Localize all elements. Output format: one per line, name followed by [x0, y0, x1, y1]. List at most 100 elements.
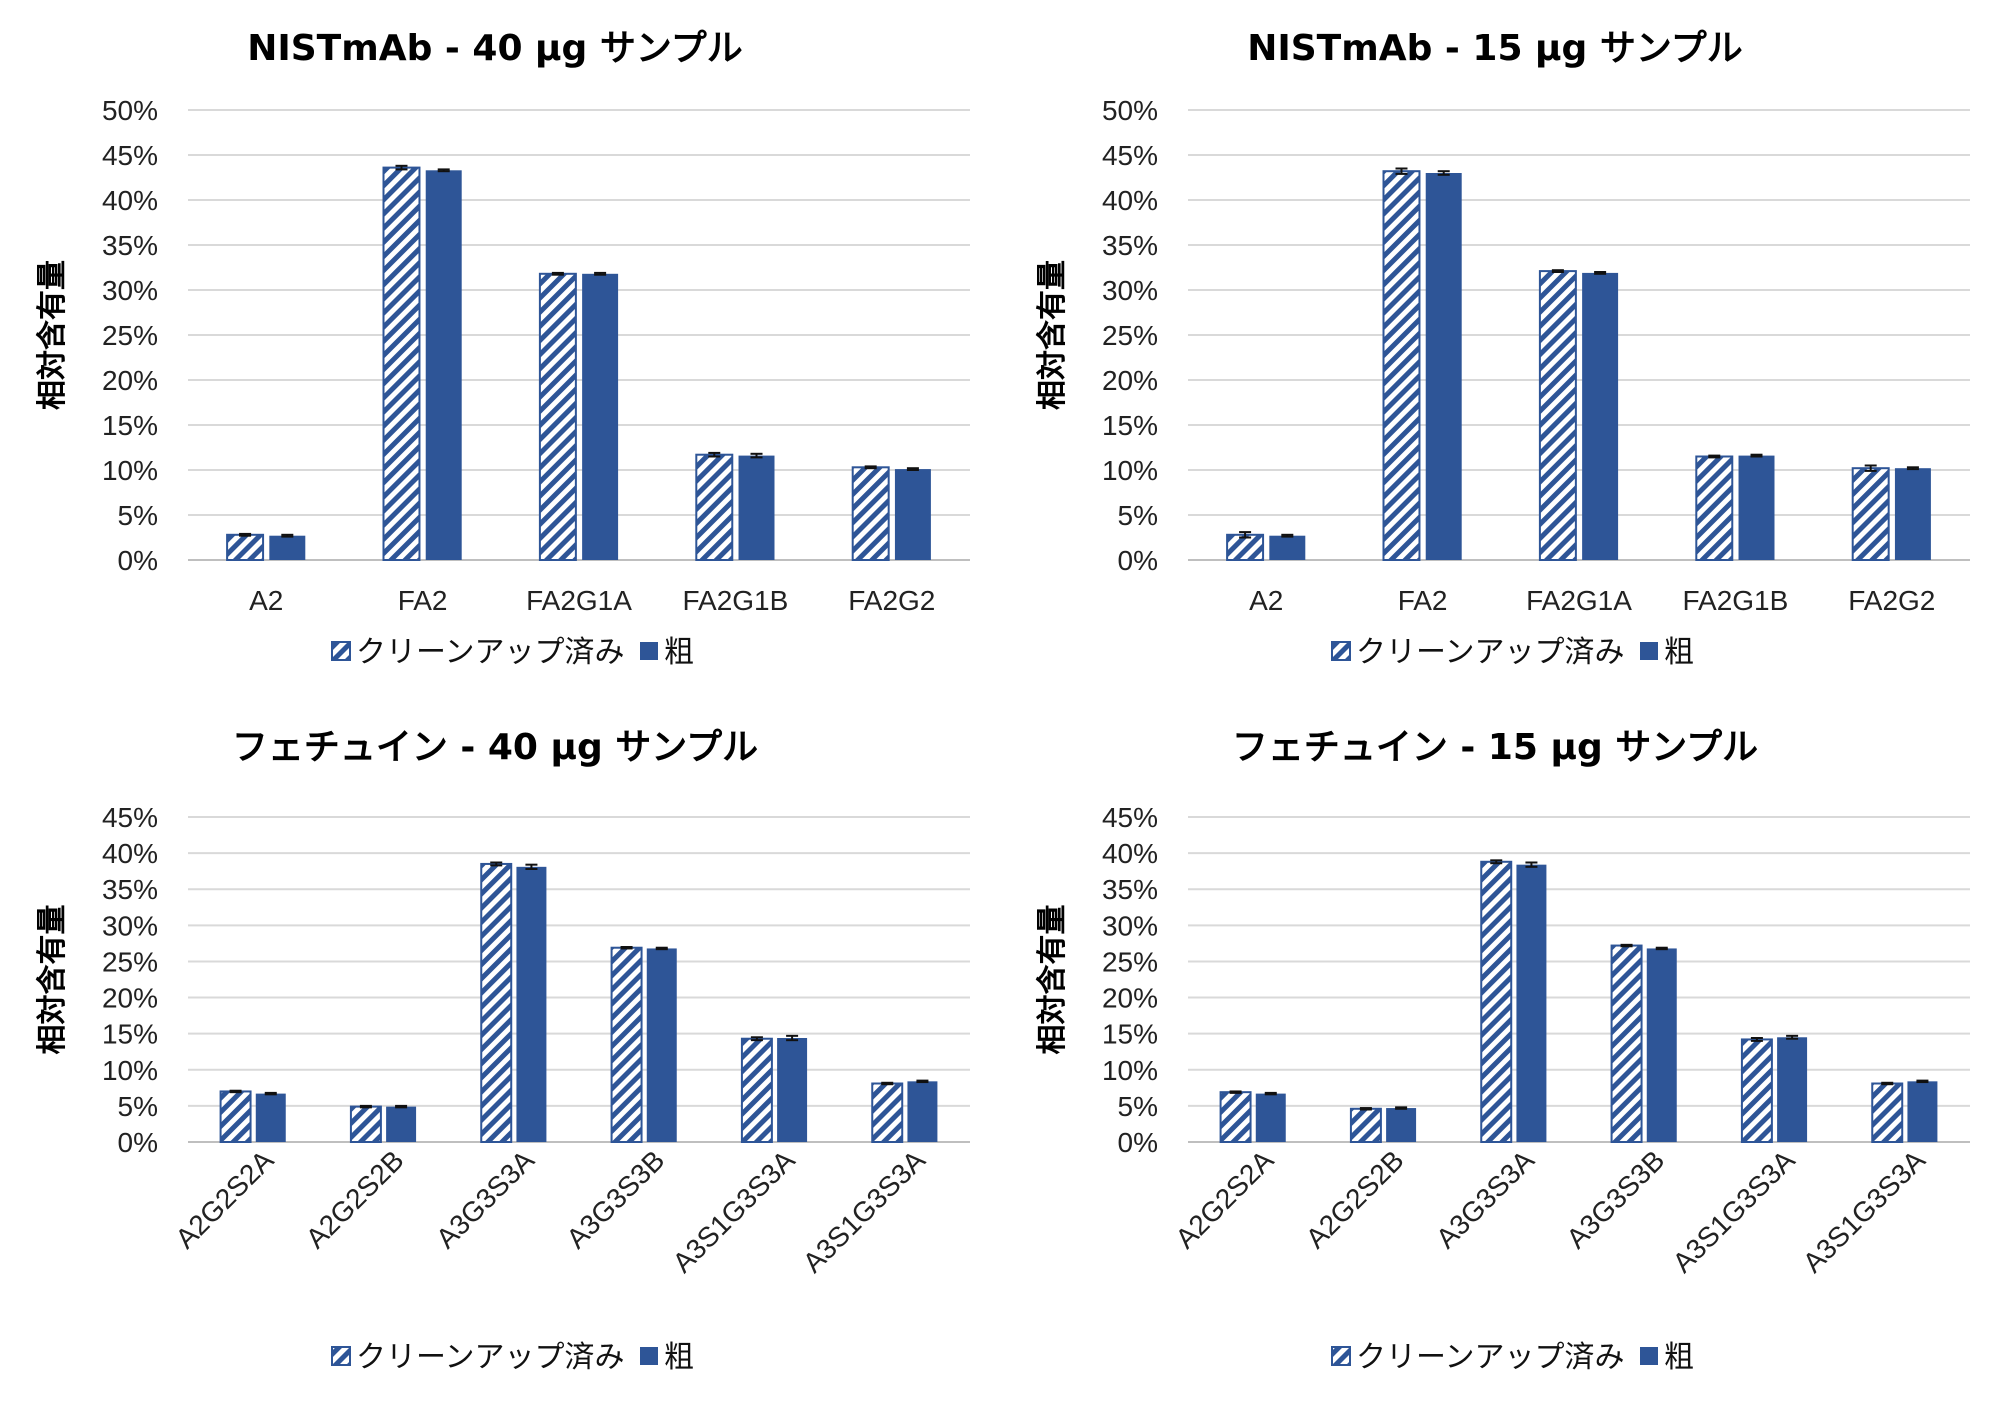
error-bar: [551, 271, 564, 276]
legend-label-cleanup: クリーンアップ済み: [1356, 635, 1625, 670]
y-tick-label: 45%: [102, 140, 158, 171]
bar-crude: [1907, 1081, 1938, 1142]
chart-nistmab-15ug: NISTmAb - 15 µg サンプル 相対含有量 0% 5% 10% 15% 20% 25…: [1000, 0, 2000, 707]
error-bar: [620, 946, 633, 950]
error-bar: [525, 863, 538, 870]
bar-crude: [1738, 455, 1775, 560]
y-tick-label: 35%: [1102, 230, 1158, 261]
bar-crude: [1582, 272, 1619, 560]
error-bar: [1437, 170, 1450, 176]
y-tick-label: 0%: [1118, 1127, 1158, 1158]
y-axis-label: 相対含有量: [35, 905, 70, 1055]
error-bar: [1490, 859, 1503, 865]
bar-crude: [1777, 1037, 1808, 1142]
legend: クリーンアップ済み 粗: [331, 635, 694, 670]
bar-crude: [1255, 1093, 1286, 1142]
x-tick-label: A3S1G3S3A: [797, 1144, 931, 1278]
bar-crude: [1425, 173, 1462, 560]
error-bar: [1655, 946, 1668, 951]
x-tick-label: FA2: [1398, 585, 1448, 616]
x-tick-label: A3G3S3A: [430, 1144, 540, 1254]
bar-cleanup: [1740, 1038, 1773, 1144]
bar-cleanup: [538, 272, 577, 561]
x-tick-label: FA2G1B: [1682, 585, 1788, 616]
y-tick-label: 10%: [1102, 455, 1158, 486]
legend-swatch-cleanup: [1331, 1346, 1351, 1366]
y-tick-label: 30%: [102, 910, 158, 941]
error-bar: [1395, 167, 1408, 175]
legend-swatch-crude: [1640, 642, 1658, 660]
bar-cleanup: [1349, 1107, 1382, 1143]
bar-crude: [1646, 948, 1677, 1142]
error-bar: [1229, 1090, 1242, 1094]
bar-cleanup: [480, 862, 513, 1143]
error-bar: [359, 1104, 372, 1109]
error-bar: [708, 451, 721, 458]
x-tick-label: A2G2S2B: [1300, 1144, 1410, 1254]
legend-label-crude: 粗: [664, 1340, 694, 1375]
y-axis-label: 相対含有量: [1035, 905, 1070, 1055]
bar-cleanup: [1538, 270, 1577, 561]
x-tick-label: FA2G1A: [526, 585, 632, 616]
y-tick-label: 15%: [102, 1019, 158, 1050]
y-axis-label: 相対含有量: [1035, 260, 1070, 410]
legend: クリーンアップ済み 粗: [331, 1340, 694, 1375]
bar-crude: [255, 1093, 286, 1142]
bar-cleanup: [1851, 467, 1890, 562]
x-tick-label: A3S1G3S3A: [667, 1144, 801, 1278]
bar-crude: [894, 469, 931, 560]
y-tick-label: 10%: [1102, 1055, 1158, 1086]
y-tick-label: 50%: [1102, 95, 1158, 126]
legend: クリーンアップ済み 粗: [1331, 1340, 1694, 1375]
legend-swatch-crude: [1640, 1347, 1658, 1365]
y-tick-label: 15%: [1102, 410, 1158, 441]
x-tick-label: FA2: [398, 585, 448, 616]
error-bar: [750, 452, 763, 459]
bar-cleanup: [219, 1090, 252, 1144]
legend-label-cleanup: クリーンアップ済み: [356, 635, 625, 670]
error-bar: [1264, 1091, 1277, 1096]
x-tick-label: FA2G2: [848, 585, 935, 616]
x-tick-label: FA2G1A: [1526, 585, 1632, 616]
bar-cleanup: [1871, 1082, 1904, 1143]
bar-cleanup: [1610, 944, 1643, 1143]
y-tick-label: 30%: [1102, 910, 1158, 941]
error-bar: [1525, 861, 1538, 868]
y-tick-label: 15%: [1102, 1019, 1158, 1050]
y-tick-label: 25%: [102, 946, 158, 977]
x-tick-label: A3S1G3S3A: [1797, 1144, 1931, 1278]
y-tick-label: 5%: [118, 1091, 158, 1122]
error-bar: [1551, 269, 1564, 273]
legend: クリーンアップ済み 粗: [1331, 635, 1694, 670]
error-bar: [1864, 464, 1877, 472]
bar-cleanup: [1226, 533, 1265, 561]
y-tick-label: 0%: [118, 545, 158, 576]
x-tick-label: FA2G2: [1848, 585, 1935, 616]
y-tick-label: 45%: [102, 802, 158, 833]
y-tick-label: 30%: [102, 275, 158, 306]
bar-cleanup: [695, 453, 734, 562]
y-tick-label: 35%: [1102, 874, 1158, 905]
y-tick-label: 20%: [1102, 983, 1158, 1014]
error-bar: [1750, 1037, 1763, 1042]
bar-cleanup: [226, 533, 265, 561]
error-bar: [786, 1034, 799, 1042]
error-bar: [916, 1079, 929, 1084]
bar-cleanup: [1480, 860, 1513, 1143]
x-tick-label: FA2G1B: [682, 585, 788, 616]
y-tick-label: 30%: [1102, 275, 1158, 306]
chart-title: フェチュイン - 15 µg サンプル: [1232, 727, 1758, 768]
legend-label-cleanup: クリーンアップ済み: [356, 1340, 625, 1375]
legend-swatch-crude: [640, 1347, 658, 1365]
error-bar: [906, 467, 919, 471]
bar-crude: [1386, 1108, 1417, 1142]
error-bar: [1281, 533, 1294, 538]
error-bar: [1786, 1034, 1799, 1040]
error-bar: [1620, 943, 1633, 948]
y-tick-label: 25%: [1102, 320, 1158, 351]
chart-title: NISTmAb - 15 µg サンプル: [1247, 28, 1743, 69]
x-tick-label: A3G3S3B: [560, 1144, 670, 1254]
